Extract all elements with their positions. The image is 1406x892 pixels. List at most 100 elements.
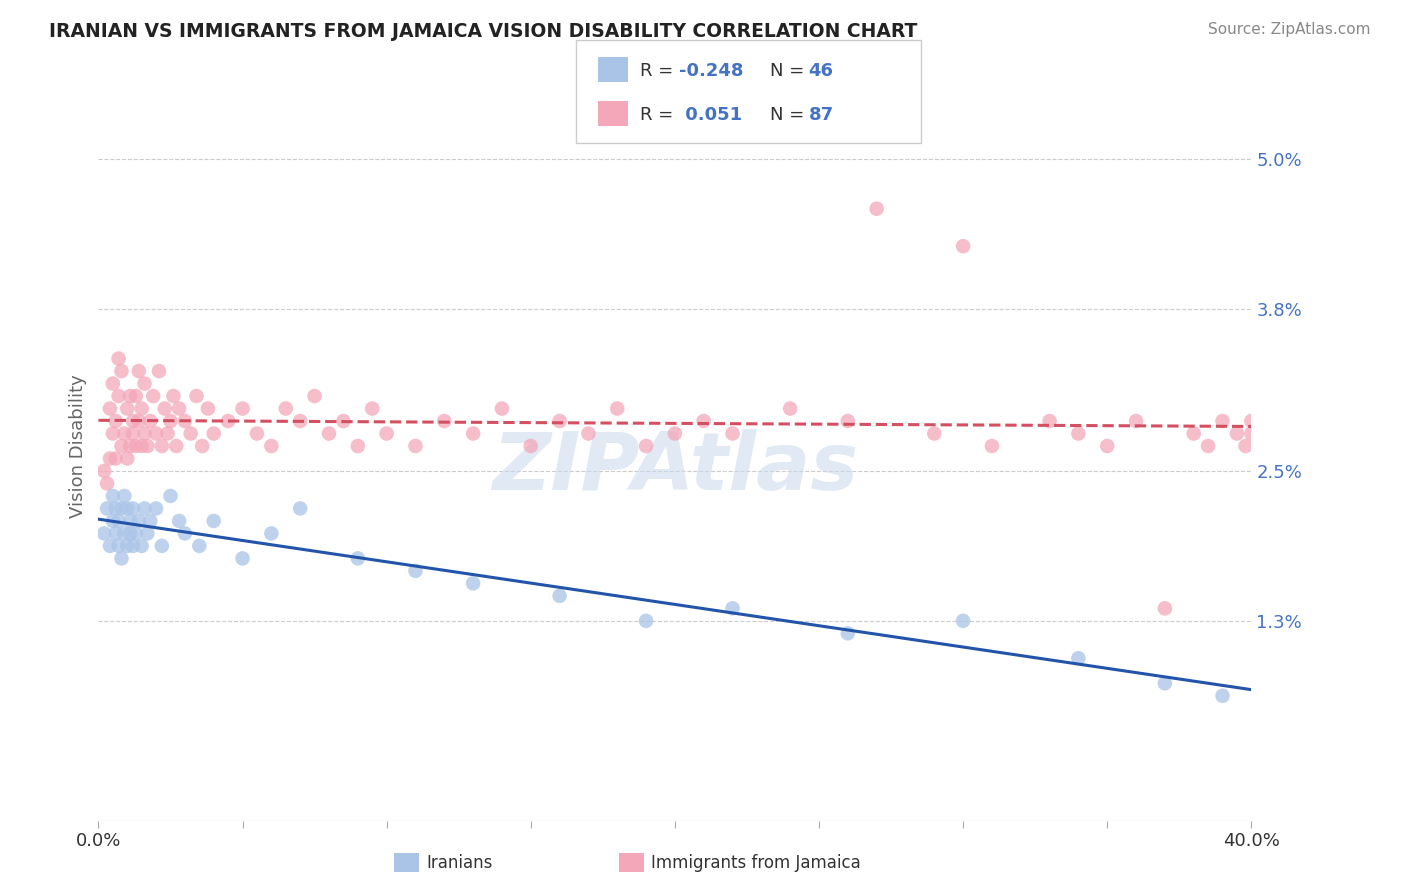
- Point: [98, 401, 121, 416]
- Point: [1240, 414, 1263, 428]
- Point: [110, 439, 132, 453]
- Point: [866, 202, 889, 216]
- Point: [107, 539, 129, 553]
- Point: [112, 489, 135, 503]
- Point: [837, 626, 859, 640]
- Point: [98, 539, 121, 553]
- Point: [405, 564, 427, 578]
- Point: [217, 414, 239, 428]
- Point: [145, 426, 167, 441]
- Point: [721, 601, 744, 615]
- Point: [188, 539, 211, 553]
- Point: [246, 426, 269, 441]
- Point: [346, 439, 368, 453]
- Point: [952, 239, 974, 253]
- Point: [231, 401, 254, 416]
- Point: [346, 551, 368, 566]
- Point: [101, 376, 124, 391]
- Point: [142, 389, 165, 403]
- Point: [120, 389, 142, 403]
- Point: [174, 414, 197, 428]
- Point: [110, 551, 132, 566]
- Point: [1154, 676, 1177, 690]
- Point: [139, 514, 162, 528]
- Point: [1212, 414, 1234, 428]
- Point: [134, 426, 156, 441]
- Point: [120, 526, 142, 541]
- Point: [120, 514, 142, 528]
- Point: [405, 439, 427, 453]
- Point: [162, 389, 184, 403]
- Point: [101, 514, 124, 528]
- Point: [1067, 651, 1090, 665]
- Point: [131, 539, 153, 553]
- Point: [136, 526, 159, 541]
- Text: 87: 87: [808, 106, 834, 124]
- Text: Immigrants from Jamaica: Immigrants from Jamaica: [651, 855, 860, 872]
- Point: [290, 501, 312, 516]
- Point: [131, 401, 153, 416]
- Point: [837, 414, 859, 428]
- Point: [924, 426, 946, 441]
- Point: [148, 364, 170, 378]
- Point: [128, 514, 150, 528]
- Point: [375, 426, 398, 441]
- Point: [104, 414, 127, 428]
- Point: [1226, 426, 1249, 441]
- Point: [260, 439, 283, 453]
- Point: [520, 439, 543, 453]
- Point: [332, 414, 354, 428]
- Point: [461, 426, 484, 441]
- Point: [1212, 689, 1234, 703]
- Point: [491, 401, 513, 416]
- Point: [180, 426, 202, 441]
- Text: 0.051: 0.051: [679, 106, 742, 124]
- Point: [120, 439, 142, 453]
- Text: R =: R =: [640, 106, 679, 124]
- Point: [112, 526, 135, 541]
- Point: [93, 526, 115, 541]
- Point: [167, 514, 190, 528]
- Point: [96, 501, 118, 516]
- Point: [101, 426, 124, 441]
- Point: [174, 526, 197, 541]
- Point: [1182, 426, 1205, 441]
- Point: [93, 464, 115, 478]
- Point: [1234, 439, 1257, 453]
- Point: [117, 539, 139, 553]
- Point: [461, 576, 484, 591]
- Point: [952, 614, 974, 628]
- Point: [112, 426, 135, 441]
- Point: [167, 401, 190, 416]
- Point: [197, 401, 219, 416]
- Point: [156, 426, 179, 441]
- Point: [1125, 414, 1147, 428]
- Point: [231, 551, 254, 566]
- Text: Iranians: Iranians: [426, 855, 492, 872]
- Point: [636, 614, 658, 628]
- Text: R =: R =: [640, 62, 679, 79]
- Point: [145, 501, 167, 516]
- Point: [636, 439, 658, 453]
- Point: [104, 451, 127, 466]
- Point: [1154, 601, 1177, 615]
- Point: [1240, 426, 1263, 441]
- Point: [125, 389, 148, 403]
- Point: [110, 501, 132, 516]
- Text: 46: 46: [808, 62, 834, 79]
- Point: [131, 439, 153, 453]
- Point: [202, 514, 225, 528]
- Text: -0.248: -0.248: [679, 62, 744, 79]
- Point: [981, 439, 1004, 453]
- Point: [165, 439, 187, 453]
- Point: [136, 439, 159, 453]
- Point: [117, 451, 139, 466]
- Point: [274, 401, 297, 416]
- Point: [117, 401, 139, 416]
- Text: ZIPAtlas: ZIPAtlas: [492, 429, 858, 508]
- Point: [693, 414, 716, 428]
- Point: [159, 414, 181, 428]
- Point: [104, 526, 127, 541]
- Point: [134, 376, 156, 391]
- Point: [150, 439, 173, 453]
